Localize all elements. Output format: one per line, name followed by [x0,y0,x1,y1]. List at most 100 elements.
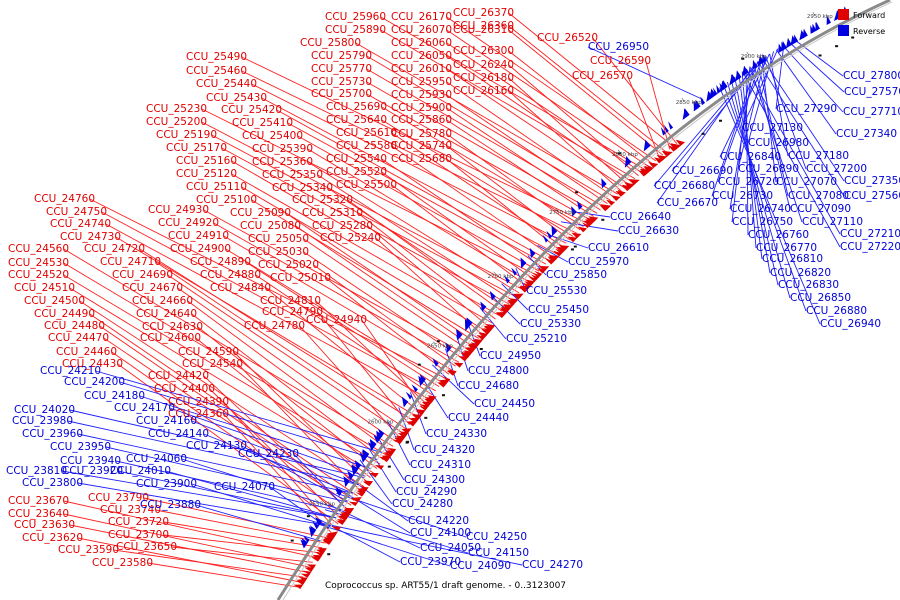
reverse-feature[interactable] [419,374,426,384]
reverse-gene-label[interactable]: CCU_24070 [214,481,275,493]
forward-gene-label[interactable]: CCU_25960 [325,11,386,23]
forward-gene-label[interactable]: CCU_25890 [325,24,386,36]
reverse-gene-label[interactable]: CCU_26840 [720,151,781,163]
reverse-feature[interactable] [643,139,651,152]
reverse-feature[interactable] [401,396,409,408]
reverse-gene-label[interactable]: CCU_23950 [50,441,111,453]
reverse-gene-label[interactable]: CCU_24270 [522,559,583,571]
forward-feature[interactable] [571,232,582,239]
reverse-feature[interactable] [373,434,380,444]
reverse-gene-label[interactable]: CCU_26770 [756,242,817,254]
reverse-feature[interactable] [312,521,320,530]
forward-feature[interactable] [538,266,550,272]
forward-gene-label[interactable]: CCU_25340 [272,182,333,194]
forward-gene-label[interactable]: CCU_25200 [146,116,207,128]
reverse-feature[interactable] [480,301,487,312]
forward-feature[interactable] [406,420,418,427]
forward-feature[interactable] [411,414,423,420]
reverse-feature[interactable] [752,59,758,70]
reverse-feature[interactable] [601,178,607,189]
reverse-gene-label[interactable]: CCU_27110 [802,216,863,228]
reverse-gene-label[interactable]: CCU_23800 [22,477,83,489]
reverse-gene-label[interactable]: CCU_24100 [410,527,471,539]
reverse-feature[interactable] [577,200,583,210]
reverse-feature[interactable] [411,384,418,393]
forward-feature[interactable] [312,555,322,560]
reverse-gene-label[interactable]: CCU_23940 [60,455,121,467]
forward-gene-label[interactable]: CCU_24760 [34,193,95,205]
forward-gene-label[interactable]: CCU_23670 [8,495,69,507]
forward-gene-label[interactable]: CCU_24730 [60,231,121,243]
reverse-gene-label[interactable]: CCU_25330 [520,318,581,330]
reverse-gene-label[interactable]: CCU_24210 [40,365,101,377]
reverse-gene-label[interactable]: CCU_24010 [110,465,171,477]
forward-gene-label[interactable]: CCU_25680 [391,153,452,165]
forward-feature[interactable] [300,573,310,578]
forward-gene-label[interactable]: CCU_25280 [312,220,373,232]
forward-feature[interactable] [555,248,564,255]
forward-feature[interactable] [648,162,659,169]
reverse-gene-label[interactable]: CCU_26740 [730,203,791,215]
forward-feature[interactable] [437,381,449,388]
reverse-gene-label[interactable]: CCU_24060 [126,453,187,465]
reverse-gene-label[interactable]: CCU_27570 [844,86,900,98]
forward-gene-label[interactable]: CCU_24560 [8,243,69,255]
reverse-gene-label[interactable]: CCU_24800 [468,365,529,377]
forward-gene-label[interactable]: CCU_24930 [148,204,209,216]
forward-feature[interactable] [577,226,588,233]
reverse-gene-label[interactable]: CCU_27210 [840,228,900,240]
forward-feature[interactable] [600,204,612,211]
forward-gene-label[interactable]: CCU_24490 [34,308,95,320]
forward-gene-label[interactable]: CCU_24530 [8,257,69,269]
forward-gene-label[interactable]: CCU_25110 [186,181,247,193]
reverse-feature[interactable] [520,257,527,269]
reverse-gene-label[interactable]: CCU_24180 [84,390,145,402]
forward-gene-label[interactable]: CCU_24920 [158,217,219,229]
reverse-feature[interactable] [735,70,742,82]
reverse-gene-label[interactable]: CCU_25530 [526,285,587,297]
forward-gene-label[interactable]: CCU_26160 [453,85,514,97]
forward-feature[interactable] [425,396,437,403]
reverse-gene-label[interactable]: CCU_24250 [466,531,527,543]
forward-feature[interactable] [645,164,654,171]
reverse-feature[interactable] [405,391,413,400]
reverse-gene-label[interactable]: CCU_26730 [712,190,773,202]
forward-feature[interactable] [610,195,621,202]
forward-gene-label[interactable]: CCU_26170 [391,11,452,23]
reverse-feature[interactable] [706,90,713,103]
forward-feature[interactable] [545,258,555,265]
reverse-gene-label[interactable]: CCU_25970 [568,256,629,268]
reverse-gene-label[interactable]: CCU_24200 [64,376,125,388]
reverse-gene-label[interactable]: CCU_27220 [840,241,900,253]
forward-gene-label[interactable]: CCU_24740 [50,218,111,230]
forward-feature[interactable] [394,437,405,443]
forward-feature[interactable] [605,199,616,206]
reverse-feature[interactable] [361,450,369,459]
forward-feature[interactable] [465,347,477,354]
reverse-gene-label[interactable]: CCU_24680 [458,380,519,392]
forward-feature[interactable] [306,564,317,569]
reverse-feature[interactable] [347,470,354,481]
forward-feature[interactable] [502,304,515,311]
forward-feature[interactable] [653,157,664,164]
reverse-gene-label[interactable]: CCU_24090 [450,560,511,572]
forward-feature[interactable] [298,576,308,582]
reverse-feature[interactable] [551,225,558,237]
reverse-feature[interactable] [663,124,669,133]
reverse-gene-label[interactable]: CCU_24300 [404,474,465,486]
reverse-feature[interactable] [302,535,310,543]
forward-gene-label[interactable]: CCU_25610 [336,127,397,139]
forward-feature[interactable] [553,250,563,257]
forward-feature[interactable] [362,481,373,487]
forward-gene-label[interactable]: CCU_26520 [537,32,598,44]
reverse-gene-label[interactable]: CCU_26830 [778,279,839,291]
forward-feature[interactable] [522,282,532,289]
reverse-gene-label[interactable]: CCU_24310 [410,459,471,471]
forward-gene-label[interactable]: CCU_25930 [391,89,452,101]
forward-gene-label[interactable]: CCU_25360 [252,156,313,168]
forward-feature[interactable] [302,570,312,575]
reverse-feature[interactable] [315,516,322,527]
forward-feature[interactable] [304,566,315,573]
forward-gene-label[interactable]: CCU_24390 [168,396,229,408]
forward-feature[interactable] [453,362,464,368]
